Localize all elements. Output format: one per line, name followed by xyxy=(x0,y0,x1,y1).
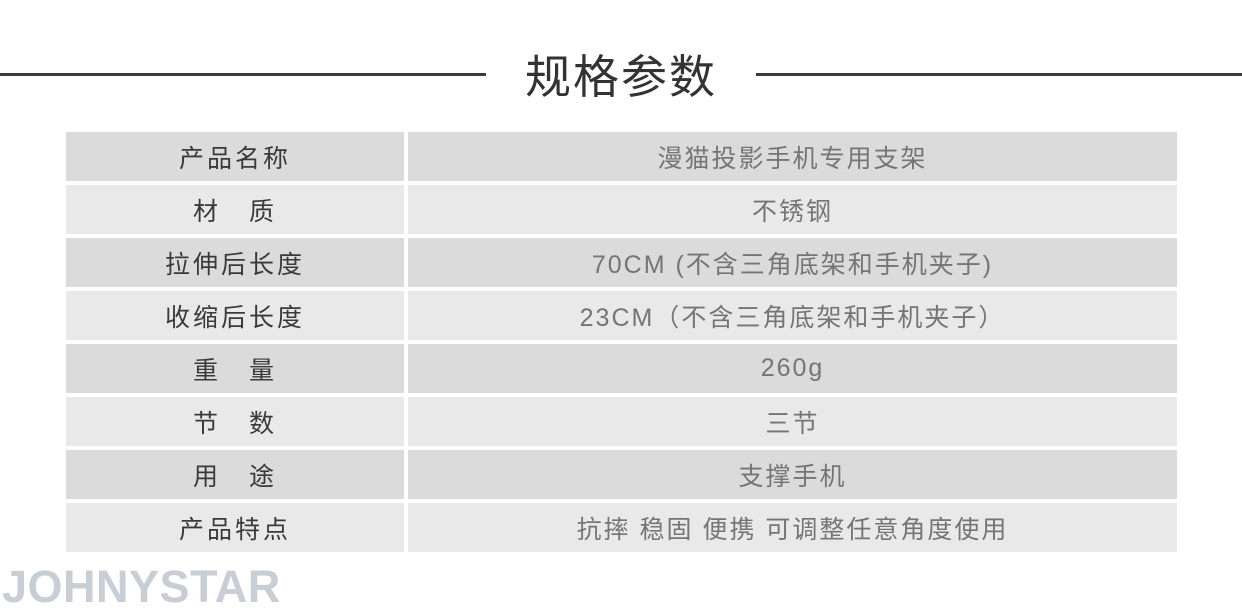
spec-value-row-6: 三节 xyxy=(408,397,1177,446)
spec-value-row-3: 70CM (不含三角底架和手机夹子) xyxy=(408,238,1177,287)
spec-label-row-1: 产品名称 xyxy=(66,132,404,181)
spec-value-row-1: 漫猫投影手机专用支架 xyxy=(408,132,1177,181)
spec-label-row-2: 材 质 xyxy=(66,185,404,234)
spec-value-row-8: 抗摔 稳固 便携 可调整任意角度使用 xyxy=(408,503,1177,552)
spec-label-row-8: 产品特点 xyxy=(66,503,404,552)
spec-table: 产品名称 漫猫投影手机专用支架材 质不锈钢 拉伸后长度 70CM (不含三角底架和手机… xyxy=(66,132,1177,552)
divider-line-right xyxy=(756,72,1242,76)
spec-value-row-2: 不锈钢 xyxy=(408,185,1177,234)
spec-label-row-6: 节 数 xyxy=(66,397,404,446)
spec-value-row-7: 支撑手机 xyxy=(408,450,1177,499)
spec-label-row-5: 重 量 xyxy=(66,344,404,393)
page-title: 规格参数 xyxy=(525,51,717,103)
spec-label-row-4: 收缩后长度 xyxy=(66,291,404,340)
section-header: 规格参数 xyxy=(0,42,1242,106)
spec-label-row-7: 用 途 xyxy=(66,450,404,499)
spec-value-row-5: 260g xyxy=(408,344,1177,393)
watermark-text: JOHNYSTAR xyxy=(2,561,281,612)
divider-line-left xyxy=(0,72,486,76)
spec-label-row-3: 拉伸后长度 xyxy=(66,238,404,287)
spec-value-row-4: 23CM（不含三角底架和手机夹子） xyxy=(408,291,1177,340)
